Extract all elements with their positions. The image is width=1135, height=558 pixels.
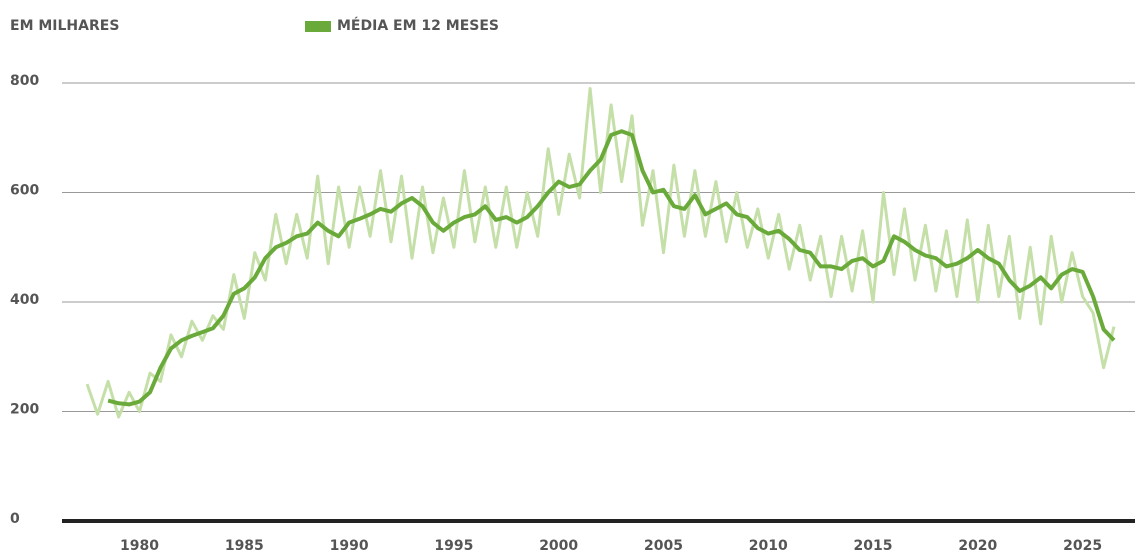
- x-tick-label: 2010: [749, 538, 788, 554]
- x-tick-label: 1985: [225, 538, 264, 554]
- x-tick-label: 2000: [539, 538, 578, 554]
- x-tick-label: 1995: [434, 538, 473, 554]
- y-tick-label: 200: [10, 402, 39, 418]
- y-tick-label: 600: [10, 183, 39, 199]
- y-axis-label: EM MILHARES: [10, 18, 119, 34]
- x-tick-label: 2025: [1063, 538, 1102, 554]
- legend-label: MÉDIA EM 12 MESES: [337, 17, 499, 34]
- x-tick-label: 1980: [120, 538, 159, 554]
- line-series: [85, 87, 1116, 419]
- line-series: [107, 129, 1116, 407]
- x-tick-label: 2015: [854, 538, 893, 554]
- x-tick-label: 1990: [330, 538, 369, 554]
- x-tick-label: 2005: [644, 538, 683, 554]
- y-tick-label: 800: [10, 73, 39, 89]
- x-tick-label: 2020: [958, 538, 997, 554]
- y-tick-label: 0: [10, 511, 20, 527]
- legend-swatch: [305, 21, 331, 32]
- y-tick-label: 400: [10, 292, 39, 308]
